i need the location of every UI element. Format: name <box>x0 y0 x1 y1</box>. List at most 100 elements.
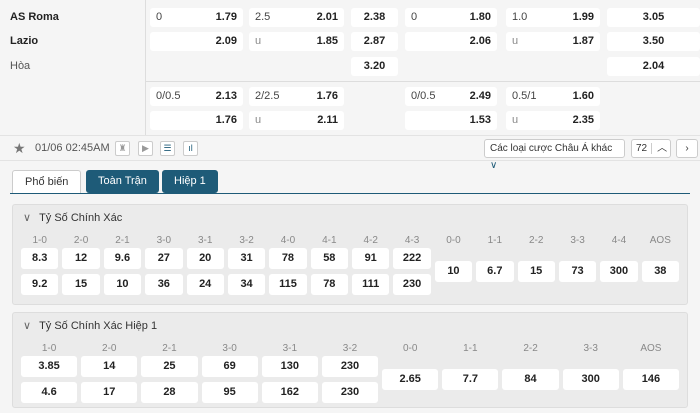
section-header[interactable]: ∨ Tỷ Số Chính Xác Hiệp 1 <box>23 319 157 332</box>
score-odds-draw[interactable]: 7.7 <box>442 369 499 390</box>
line-label: 0 <box>411 11 418 23</box>
score-odds-draw[interactable]: 38 <box>641 261 679 282</box>
odds-h1-1x2-draw[interactable]: 2.04 <box>607 57 700 76</box>
play-icon[interactable]: ▶ <box>138 141 153 156</box>
score-odds-home[interactable]: 58 <box>310 248 348 269</box>
shirt-icon[interactable]: ♜ <box>115 141 130 156</box>
odds-alt-h1-over[interactable]: 0.5/1 1.60 <box>506 87 600 106</box>
score-odds-home[interactable]: 91 <box>352 248 390 269</box>
line-label: 0.5/1 <box>512 90 537 102</box>
odds-alt-hdp-away[interactable]: 1.76 <box>150 111 243 130</box>
list-icon[interactable]: ☰ <box>160 141 175 156</box>
odds-alt-over[interactable]: 2/2.5 1.76 <box>249 87 344 106</box>
market-select[interactable]: Các loại cược Châu Á khác ∨ <box>484 139 625 171</box>
score-odds-away[interactable]: 17 <box>81 382 138 403</box>
tab-first-half[interactable]: Hiệp 1 <box>162 170 218 193</box>
odds-value: 3.05 <box>642 11 665 23</box>
score-odds-draw[interactable]: 6.7 <box>476 261 514 282</box>
odds-value: 2.06 <box>469 35 491 47</box>
score-odds-home[interactable]: 8.3 <box>21 248 59 269</box>
score-odds-home[interactable]: 230 <box>321 356 379 377</box>
odds-h1-hdp-away[interactable]: 2.06 <box>405 32 497 51</box>
odds-h1-under[interactable]: u 1.87 <box>506 32 600 51</box>
score-odds-away[interactable]: 78 <box>310 274 348 295</box>
stats-icon[interactable]: ıl <box>183 141 198 156</box>
odds-value: 2.01 <box>316 11 338 23</box>
score-odds-away[interactable]: 115 <box>269 274 307 295</box>
score-odds-home[interactable]: 9.6 <box>103 248 142 269</box>
score-odds-home[interactable]: 31 <box>227 248 266 269</box>
odds-value: 3.50 <box>642 35 665 47</box>
score-odds-home[interactable]: 27 <box>145 248 183 269</box>
tab-underline <box>10 193 690 194</box>
score-label: 2-1 <box>162 343 177 354</box>
odds-h1-1x2-away[interactable]: 3.50 <box>607 32 700 51</box>
correct-score-section: ∨ Tỷ Số Chính Xác 1-0 2-0 2-1 3-0 3-1 3-2 4-0 4-… <box>12 204 688 305</box>
score-odds-away[interactable]: 10 <box>103 274 142 295</box>
chevron-down-icon: ∨ <box>490 160 498 171</box>
score-odds-draw[interactable]: 15 <box>517 261 555 282</box>
section-header[interactable]: ∨ Tỷ Số Chính Xác <box>23 211 122 224</box>
odds-alt-h1-hdp-away[interactable]: 1.53 <box>405 111 497 130</box>
score-odds-draw[interactable]: 2.65 <box>382 369 439 390</box>
section-title: Tỷ Số Chính Xác <box>39 212 123 224</box>
score-odds-away[interactable]: 34 <box>227 274 266 295</box>
odds-alt-under[interactable]: u 2.11 <box>249 111 344 130</box>
score-odds-home[interactable]: 130 <box>261 356 318 377</box>
score-odds-home[interactable]: 78 <box>269 248 307 269</box>
more-markets-toggle[interactable]: 72 ︿ <box>631 139 671 158</box>
score-odds-home[interactable]: 12 <box>62 248 100 269</box>
score-odds-away[interactable]: 24 <box>186 274 224 295</box>
score-label: 2-2 <box>523 343 538 354</box>
score-label: 3-2 <box>239 235 254 246</box>
odds-1x2-draw[interactable]: 3.20 <box>351 57 398 76</box>
divider <box>145 81 700 82</box>
chevron-down-icon: ∨ <box>23 212 32 224</box>
score-odds-away[interactable]: 162 <box>261 382 318 403</box>
score-odds-home[interactable]: 3.85 <box>21 356 78 377</box>
score-odds-draw[interactable]: 73 <box>558 261 597 282</box>
score-odds-draw[interactable]: 84 <box>502 369 559 390</box>
odds-value: 1.99 <box>572 11 594 23</box>
odds-value: 2.09 <box>215 35 237 47</box>
score-odds-away[interactable]: 28 <box>141 382 198 403</box>
score-odds-away[interactable]: 36 <box>145 274 183 295</box>
score-odds-away[interactable]: 230 <box>393 274 431 295</box>
star-icon[interactable]: ★ <box>13 140 26 156</box>
score-odds-home[interactable]: 222 <box>393 248 431 269</box>
odds-alt-h1-under[interactable]: u 2.35 <box>506 111 600 130</box>
score-odds-home[interactable]: 20 <box>186 248 224 269</box>
score-odds-away[interactable]: 95 <box>201 382 258 403</box>
odds-over[interactable]: 2.5 2.01 <box>249 8 344 27</box>
odds-1x2-away[interactable]: 2.87 <box>351 32 398 51</box>
odds-hdp-away[interactable]: 2.09 <box>150 32 243 51</box>
score-odds-draw[interactable]: 300 <box>562 369 619 390</box>
score-odds-draw[interactable]: 10 <box>434 261 473 282</box>
score-label: 0-0 <box>446 235 461 246</box>
odds-value: 1.87 <box>572 35 594 47</box>
score-odds-home[interactable]: 14 <box>81 356 138 377</box>
odds-1x2-home[interactable]: 2.38 <box>351 8 398 27</box>
score-odds-home[interactable]: 69 <box>201 356 258 377</box>
odds-h1-1x2-home[interactable]: 3.05 <box>607 8 700 27</box>
score-label: 3-0 <box>156 235 172 246</box>
odds-alt-hdp-home[interactable]: 0/0.5 2.13 <box>150 87 243 106</box>
score-label: 1-0 <box>41 343 57 354</box>
score-odds-away[interactable]: 111 <box>352 274 390 295</box>
tab-popular[interactable]: Phổ biến <box>12 170 82 193</box>
odds-hdp-home[interactable]: 0 1.79 <box>150 8 243 27</box>
chevron-right-icon[interactable]: › <box>676 139 698 158</box>
score-odds-draw[interactable]: 300 <box>600 261 638 282</box>
odds-under[interactable]: u 1.85 <box>249 32 344 51</box>
score-odds-away[interactable]: 9.2 <box>21 274 59 295</box>
correct-score-h1-section: ∨ Tỷ Số Chính Xác Hiệp 1 1-0 2-0 2-1 3-0 3-1 3… <box>12 312 688 408</box>
score-odds-away[interactable]: 230 <box>321 382 379 403</box>
odds-h1-hdp-home[interactable]: 0 1.80 <box>405 8 497 27</box>
odds-h1-over[interactable]: 1.0 1.99 <box>506 8 600 27</box>
score-odds-away[interactable]: 15 <box>62 274 100 295</box>
score-odds-home[interactable]: 25 <box>141 356 198 377</box>
odds-alt-h1-hdp-home[interactable]: 0/0.5 2.49 <box>405 87 497 106</box>
tab-full-match[interactable]: Toàn Trận <box>86 170 159 193</box>
score-odds-away[interactable]: 4.6 <box>21 382 78 403</box>
score-odds-draw[interactable]: 146 <box>622 369 679 390</box>
